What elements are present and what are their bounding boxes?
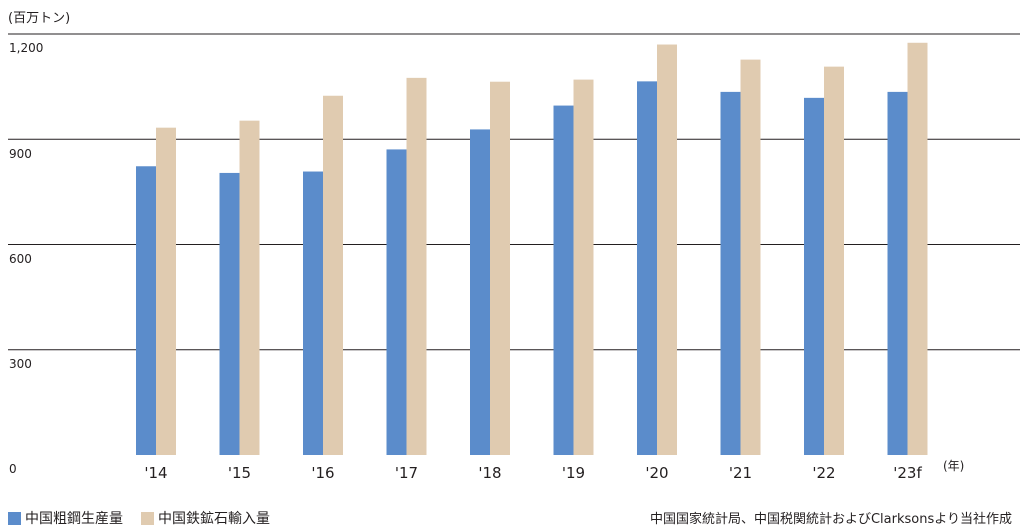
- bar-crude-steel: [386, 149, 407, 455]
- legend: 中国粗鋼生産量 中国鉄鉱石輸入量: [8, 508, 288, 528]
- x-tick-label: '19: [562, 464, 585, 482]
- legend-label-steel: 中国粗鋼生産量: [25, 511, 123, 527]
- y-tick-label: 600: [9, 252, 32, 266]
- bar-iron-ore: [824, 66, 844, 455]
- y-axis-unit-label: (百万トン): [8, 11, 71, 26]
- x-tick-label: '16: [311, 464, 334, 482]
- legend-label-iron-ore: 中国鉄鉱石輸入量: [158, 511, 270, 527]
- bar-iron-ore: [740, 59, 761, 455]
- y-tick-label: 300: [9, 357, 32, 371]
- bar-crude-steel: [303, 171, 323, 455]
- bar-iron-ore: [490, 81, 510, 456]
- bar-iron-ore: [907, 42, 928, 455]
- bar-crude-steel: [553, 105, 574, 455]
- bar-crude-steel: [136, 166, 156, 455]
- bar-iron-ore: [156, 127, 176, 456]
- legend-swatch-steel: [8, 511, 21, 525]
- x-tick-label: '17: [395, 464, 418, 482]
- bar-crude-steel: [887, 91, 908, 455]
- bar-crude-steel: [219, 172, 240, 455]
- bar-iron-ore: [573, 79, 594, 455]
- bar-crude-steel: [470, 129, 490, 455]
- bar-crude-steel: [804, 97, 824, 455]
- bar-iron-ore: [657, 44, 677, 456]
- x-tick-label: '15: [228, 464, 251, 482]
- bar-iron-ore: [239, 120, 260, 456]
- y-tick-label: 0: [9, 462, 17, 476]
- x-tick-label: '23f: [893, 464, 922, 482]
- x-tick-label: '22: [812, 464, 835, 482]
- x-tick-label: '18: [478, 464, 501, 482]
- y-tick-label: 1,200: [9, 41, 44, 55]
- x-tick-label: '21: [729, 464, 752, 482]
- x-axis-unit-label: (年): [943, 459, 965, 473]
- bar-iron-ore: [323, 95, 343, 455]
- bar-crude-steel: [637, 81, 657, 456]
- x-tick-label: '14: [144, 464, 167, 482]
- y-tick-label: 900: [9, 147, 32, 161]
- source-note: 中国国家統計局、中国税関統計およびClarksonsより当社作成: [649, 512, 1012, 527]
- bar-iron-ore: [406, 77, 427, 456]
- bar-crude-steel: [720, 91, 741, 455]
- legend-swatch-iron-ore: [141, 511, 154, 525]
- x-tick-label: '20: [645, 464, 668, 482]
